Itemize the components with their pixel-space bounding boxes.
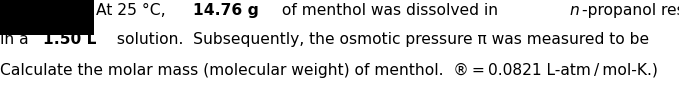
Text: Calculate the molar mass (molecular weight) of menthol.  ® = 0.0821 L-atm / mol-: Calculate the molar mass (molecular weig… <box>0 63 658 78</box>
Text: n: n <box>569 3 579 18</box>
Text: At 25 °C,: At 25 °C, <box>96 3 171 18</box>
Text: -propanol resulting: -propanol resulting <box>582 3 679 18</box>
Text: in a: in a <box>0 32 33 47</box>
Text: 14.76 g: 14.76 g <box>193 3 258 18</box>
Text: solution.  Subsequently, the osmotic pressure π was measured to be: solution. Subsequently, the osmotic pres… <box>112 32 654 47</box>
Bar <box>0 0 94 35</box>
Text: 1.50 L: 1.50 L <box>43 32 96 47</box>
Text: of menthol was dissolved in: of menthol was dissolved in <box>278 3 503 18</box>
